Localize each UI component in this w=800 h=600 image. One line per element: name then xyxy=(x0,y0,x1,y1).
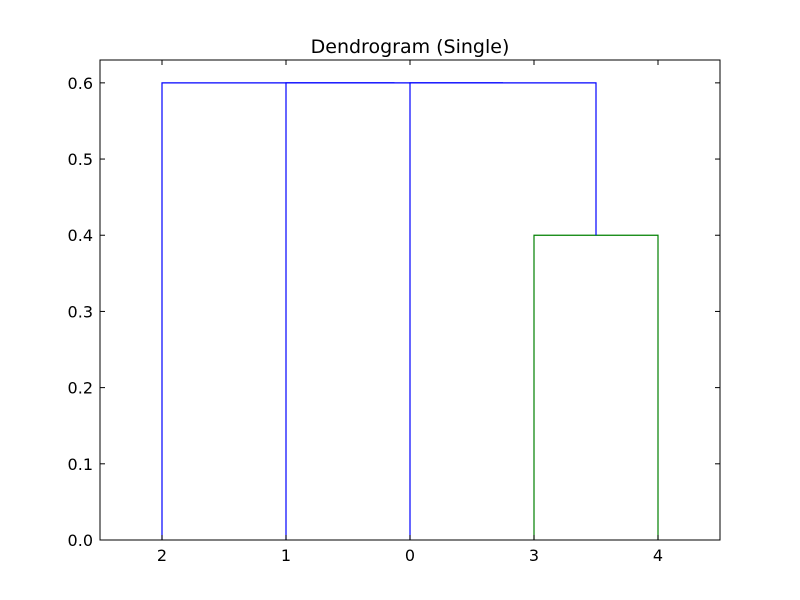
y-tick-label: 0.0 xyxy=(68,531,93,550)
y-tick-label: 0.4 xyxy=(68,226,93,245)
dendrogram-link-3 xyxy=(161,82,395,540)
links-layer xyxy=(161,82,659,540)
x-tick-label: 2 xyxy=(157,546,167,565)
dendrogram-link-0 xyxy=(533,234,659,540)
y-tick-label: 0.3 xyxy=(68,302,93,321)
dendrogram-link-1 xyxy=(409,82,597,540)
x-tick-label: 1 xyxy=(281,546,291,565)
x-tick-label: 4 xyxy=(653,546,663,565)
dendrogram-link-2 xyxy=(285,82,503,540)
x-tick-label: 3 xyxy=(529,546,539,565)
y-tick-label: 0.5 xyxy=(68,150,93,169)
y-tick-label: 0.2 xyxy=(68,379,93,398)
chart-title: Dendrogram (Single) xyxy=(311,36,510,58)
axes-frame xyxy=(99,59,721,541)
y-tick-label: 0.6 xyxy=(68,74,93,93)
ticks-layer: 2 1 0 3 4 0.0 0.1 0.2 0.3 0.4 0.5 0.6 xyxy=(68,60,720,565)
x-tick-label: 0 xyxy=(405,546,415,565)
y-tick-label: 0.1 xyxy=(68,455,93,474)
